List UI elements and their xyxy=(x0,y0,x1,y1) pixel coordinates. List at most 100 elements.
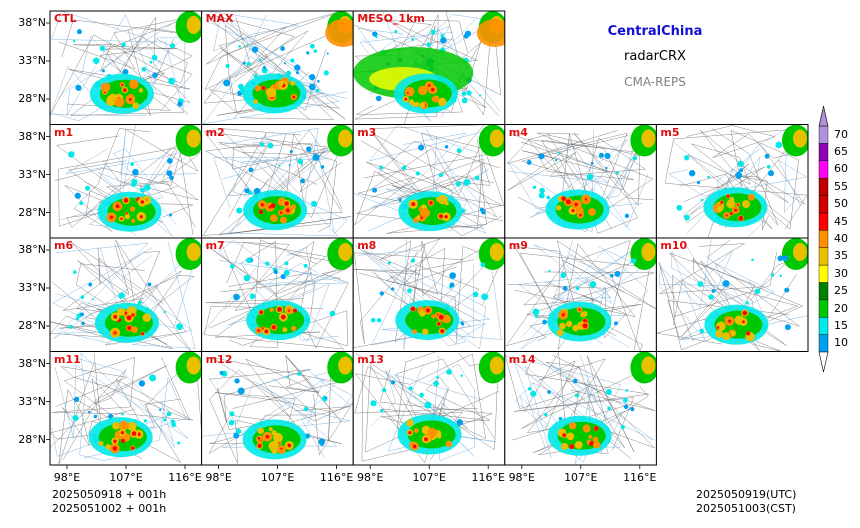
echo-patch xyxy=(419,310,426,317)
echo-patch xyxy=(260,142,265,147)
echo-patch xyxy=(121,83,124,86)
boundary-line xyxy=(682,163,765,223)
boundary-line xyxy=(354,170,504,236)
echo-patch xyxy=(589,281,597,288)
echo-patch xyxy=(607,406,611,411)
echo-patch xyxy=(609,273,614,278)
echo-patch xyxy=(237,387,245,395)
echo-patch xyxy=(556,329,564,336)
echo-patch xyxy=(118,292,125,299)
echo-patch xyxy=(113,331,117,335)
echo-patch xyxy=(230,264,235,269)
lon-tick-label: 107°E xyxy=(109,471,143,484)
lon-tick-label: 98°E xyxy=(508,471,536,484)
river-line xyxy=(202,262,346,341)
map-panel-m5 xyxy=(655,124,809,239)
boundary-line xyxy=(85,160,199,223)
echo-patch xyxy=(72,414,79,422)
echo-patch xyxy=(140,200,145,204)
echo-patch xyxy=(259,58,262,62)
echo-patch xyxy=(641,356,656,375)
boundary-line xyxy=(658,262,799,351)
echo-patch xyxy=(405,306,454,335)
echo-patch xyxy=(754,288,761,294)
echo-patch xyxy=(728,319,732,323)
echo-patch xyxy=(261,67,268,74)
echo-patch xyxy=(113,439,117,443)
echo-patch xyxy=(562,285,568,291)
river-line xyxy=(222,140,339,237)
boundary-line xyxy=(527,133,638,234)
echo-patch xyxy=(238,45,241,48)
echo-patch xyxy=(711,289,716,293)
echo-patch xyxy=(461,91,467,96)
echo-patch xyxy=(283,269,290,276)
echo-patch xyxy=(419,392,424,398)
echo-patch xyxy=(417,144,425,151)
echo-patch xyxy=(151,54,158,61)
echo-patch xyxy=(784,287,790,293)
echo-patch xyxy=(623,404,629,410)
echo-patch xyxy=(440,34,445,38)
echo-patch xyxy=(407,288,412,294)
echo-patch xyxy=(782,255,789,262)
echo-patch xyxy=(438,172,444,178)
echo-patch xyxy=(370,317,376,323)
boundary-line xyxy=(547,133,655,230)
echo-patch xyxy=(306,146,312,152)
colorbar-tick-label: 70 xyxy=(834,127,848,141)
echo-patch xyxy=(147,282,152,287)
boundary-line xyxy=(514,356,649,451)
map-panel-m14 xyxy=(504,351,657,466)
echo-patch xyxy=(186,129,201,148)
echo-patch xyxy=(152,72,158,78)
colorbar-segment xyxy=(818,125,829,144)
echo-patch xyxy=(280,447,283,450)
echo-patch xyxy=(138,88,144,93)
echo-patch xyxy=(75,84,82,91)
colorbar-tick-label: 60 xyxy=(834,162,848,176)
river-line xyxy=(371,132,467,208)
echo-patch xyxy=(127,421,137,431)
panel-label-m8: m8 xyxy=(357,239,377,252)
echo-patch xyxy=(387,261,391,265)
echo-patch xyxy=(289,150,293,154)
river-line xyxy=(369,370,484,457)
echo-patch xyxy=(123,198,129,203)
echo-patch xyxy=(747,193,755,201)
boundary-line xyxy=(659,243,789,301)
echo-patch xyxy=(139,215,143,219)
boundary-line xyxy=(521,132,634,211)
echo-patch xyxy=(329,310,336,317)
panel-frame xyxy=(655,237,809,352)
echo-patch xyxy=(546,195,551,200)
river-line xyxy=(227,246,314,326)
echo-patch xyxy=(149,60,153,64)
panel-label-m3: m3 xyxy=(357,125,377,139)
river-line xyxy=(668,159,807,206)
echo-patch xyxy=(566,320,573,327)
echo-patch xyxy=(310,200,318,207)
echo-patch xyxy=(372,187,378,193)
echo-patch xyxy=(542,319,547,325)
echo-patch xyxy=(581,311,588,317)
panel-label-MAX: MAX xyxy=(205,12,234,25)
lat-tick-label: 33°N xyxy=(18,394,46,408)
echo-patch xyxy=(572,324,579,332)
echo-patch xyxy=(427,427,437,438)
echo-patch xyxy=(225,64,230,68)
echo-patch xyxy=(101,69,105,73)
echo-patch xyxy=(720,200,724,204)
echo-patch xyxy=(562,433,567,437)
colorbar-segment xyxy=(818,195,829,214)
system-title: CMA-REPS xyxy=(624,75,686,89)
echo-patch xyxy=(605,166,608,170)
echo-patch xyxy=(130,446,135,450)
echo-patch xyxy=(726,199,736,209)
boundary-line xyxy=(510,133,635,223)
echo-patch xyxy=(130,162,134,166)
echo-patch xyxy=(115,204,120,209)
colorbar-segment xyxy=(818,247,829,266)
echo-patch xyxy=(233,432,240,439)
echo-patch xyxy=(489,356,504,375)
